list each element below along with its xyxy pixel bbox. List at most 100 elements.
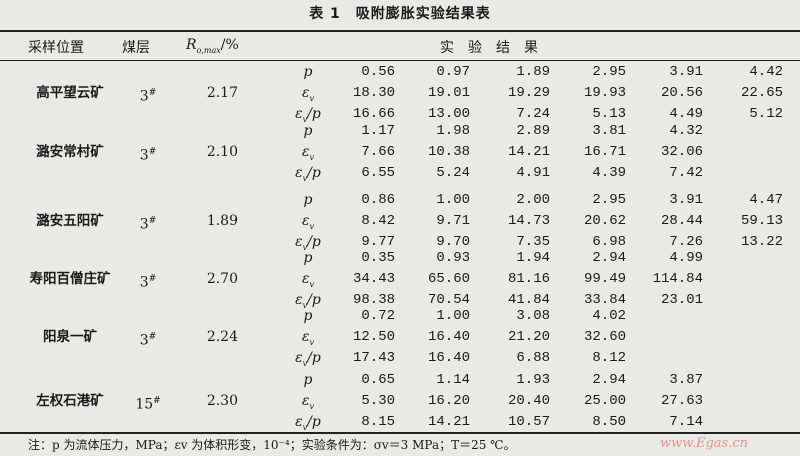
label-text: ε	[295, 350, 303, 366]
value-cell: 25.00	[583, 393, 626, 409]
value-cell: 20.62	[583, 213, 626, 229]
ro-max-value: 1.89	[206, 213, 238, 229]
ro-symbol: R	[186, 37, 197, 53]
value-cell: 81.16	[507, 271, 550, 287]
ro-max-value: 2.30	[206, 393, 238, 409]
label-suffix: /p	[307, 414, 321, 430]
value-cell: 8.50	[592, 414, 626, 430]
header-seam: 煤层	[122, 40, 150, 56]
value-cell: 114.84	[652, 271, 703, 287]
value-cell: 5.24	[436, 165, 470, 181]
value-cell: 99.49	[583, 271, 626, 287]
table-group: 潞安五阳矿 3# 1.89 p 0.86 1.00 2.00 2.95 3.91 4.47 εv 8.…	[0, 190, 800, 253]
label-text: p	[303, 372, 313, 388]
value-cell: 3.81	[592, 123, 626, 139]
seam-mark: #	[148, 332, 157, 342]
value-cell: 5.30	[361, 393, 395, 409]
row-label-evp: εv/p	[283, 348, 333, 374]
ro-subscript: o,max	[196, 45, 221, 55]
sampling-location: 阳泉一矿	[43, 329, 97, 345]
row-label-ev: εv	[283, 83, 333, 109]
label-sub: v	[309, 279, 315, 289]
seam-mark: #	[148, 274, 157, 284]
value-cell: 32.60	[583, 329, 626, 345]
ro-max-value: 2.24	[206, 329, 238, 345]
value-cell: 2.00	[516, 192, 550, 208]
label-text: ε	[301, 144, 310, 160]
value-cell: 10.38	[427, 144, 470, 160]
label-text: p	[303, 250, 313, 266]
value-cell: 23.01	[660, 292, 703, 308]
label-sub: v	[309, 93, 315, 103]
value-cell: 28.44	[660, 213, 703, 229]
seam-number: 3	[139, 332, 149, 349]
value-cell: 3.87	[669, 372, 703, 388]
ro-max-value: 2.70	[206, 271, 238, 287]
watermark: www.Egas.cn	[660, 436, 748, 451]
label-text: p	[303, 123, 313, 139]
value-cell: 8.12	[592, 350, 626, 366]
value-cell: 13.22	[740, 234, 783, 250]
sampling-location: 左权石港矿	[36, 393, 104, 409]
seam-mark: #	[148, 147, 157, 157]
row-label-ev: εv	[283, 142, 333, 168]
value-cell: 4.91	[516, 165, 550, 181]
value-cell: 0.72	[361, 308, 395, 324]
table-note: 注：p 为流体压力，MPa；εv 为体积形变，10⁻⁴；实验条件为：σv＝3 M…	[28, 438, 516, 452]
label-sub: v	[302, 422, 308, 432]
value-cell: 8.15	[361, 414, 395, 430]
value-cell: 18.30	[352, 85, 395, 101]
value-cell: 5.12	[749, 106, 783, 122]
label-text: ε	[295, 414, 303, 430]
value-cell: 10.57	[507, 414, 550, 430]
value-cell: 1.00	[436, 308, 470, 324]
coal-seam: 15#	[128, 391, 168, 416]
value-cell: 21.20	[507, 329, 550, 345]
table-group: 寿阳百僧庄矿 3# 2.70 p 0.35 0.93 1.94 2.94 4.99 εv 34.43…	[0, 248, 800, 311]
ro-max-value: 2.17	[206, 85, 238, 101]
value-cell: 20.56	[660, 85, 703, 101]
value-cell: 12.50	[352, 329, 395, 345]
label-suffix: /p	[307, 350, 321, 366]
value-cell: 17.43	[352, 350, 395, 366]
label-text: ε	[301, 393, 310, 409]
coal-seam: 3#	[128, 269, 168, 294]
value-cell: 0.93	[436, 250, 470, 266]
row-label-evp: εv/p	[283, 104, 333, 130]
label-sub: v	[309, 152, 315, 162]
label-text: ε	[295, 106, 303, 122]
header-ro: Ro,max/%	[186, 37, 239, 55]
seam-number: 3	[139, 274, 149, 291]
value-cell: 9.77	[361, 234, 395, 250]
label-text: p	[303, 192, 313, 208]
value-cell: 70.54	[427, 292, 470, 308]
row-label-p: p	[283, 370, 333, 391]
value-cell: 9.71	[436, 213, 470, 229]
value-cell: 4.47	[749, 192, 783, 208]
value-cell: 3.91	[669, 192, 703, 208]
label-suffix: /p	[307, 165, 321, 181]
coal-seam: 3#	[128, 83, 168, 108]
value-cell: 3.08	[516, 308, 550, 324]
value-cell: 0.97	[436, 64, 470, 80]
value-cell: 2.95	[592, 192, 626, 208]
table-group: 左权石港矿 15# 2.30 p 0.65 1.14 1.93 2.94 3.87 εv 5.30 1…	[0, 370, 800, 433]
sampling-location: 寿阳百僧庄矿	[29, 271, 111, 287]
row-label-p: p	[283, 62, 333, 83]
row-label-evp: εv/p	[283, 232, 333, 258]
row-label-p: p	[283, 248, 333, 269]
value-cell: 22.65	[740, 85, 783, 101]
value-cell: 4.02	[592, 308, 626, 324]
label-text: ε	[295, 165, 303, 181]
value-cell: 4.99	[669, 250, 703, 266]
table-group: 高平望云矿 3# 2.17 p 0.56 0.97 1.89 2.95 3.91 4.42 εv 18…	[0, 62, 800, 125]
value-cell: 16.40	[427, 350, 470, 366]
value-cell: 6.55	[361, 165, 395, 181]
label-text: ε	[295, 292, 303, 308]
value-cell: 19.01	[427, 85, 470, 101]
value-cell: 6.98	[592, 234, 626, 250]
value-cell: 16.66	[352, 106, 395, 122]
value-cell: 4.49	[669, 106, 703, 122]
value-cell: 7.35	[516, 234, 550, 250]
value-cell: 65.60	[427, 271, 470, 287]
